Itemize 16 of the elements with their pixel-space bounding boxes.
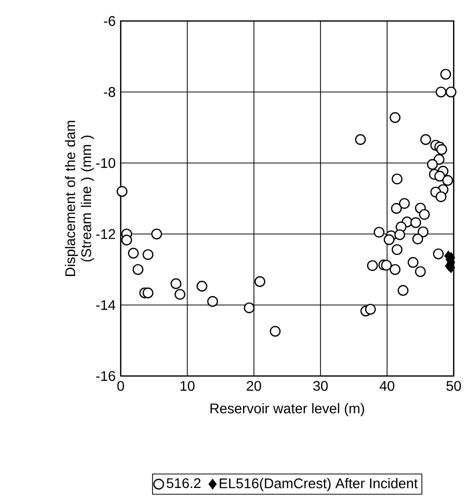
y-axis-title: Displacement of the dam (Stream line ) (mm ) bbox=[64, 120, 94, 276]
y-tick-label: -6 bbox=[104, 16, 116, 26]
x-tick-label: 0 bbox=[117, 380, 124, 391]
x-tick-label: 40 bbox=[380, 380, 394, 391]
y-tick-label: -10 bbox=[96, 158, 116, 168]
y-tick-label: -14 bbox=[96, 300, 116, 310]
x-tick-label: 20 bbox=[246, 380, 262, 391]
x-axis-title: Reservoir water level (m) bbox=[210, 403, 364, 416]
y-tick-label: -16 bbox=[96, 371, 116, 381]
x-tick-label: 30 bbox=[313, 380, 328, 391]
legend-label: EL516(DamCrest) After Incident bbox=[220, 478, 418, 492]
x-tick-label: 50 bbox=[446, 380, 461, 391]
y-tick-label: -8 bbox=[104, 87, 116, 97]
x-tick-label: 10 bbox=[180, 380, 194, 391]
y-tick-label: -12 bbox=[96, 229, 115, 239]
legend-label: 516.2 bbox=[166, 478, 200, 488]
